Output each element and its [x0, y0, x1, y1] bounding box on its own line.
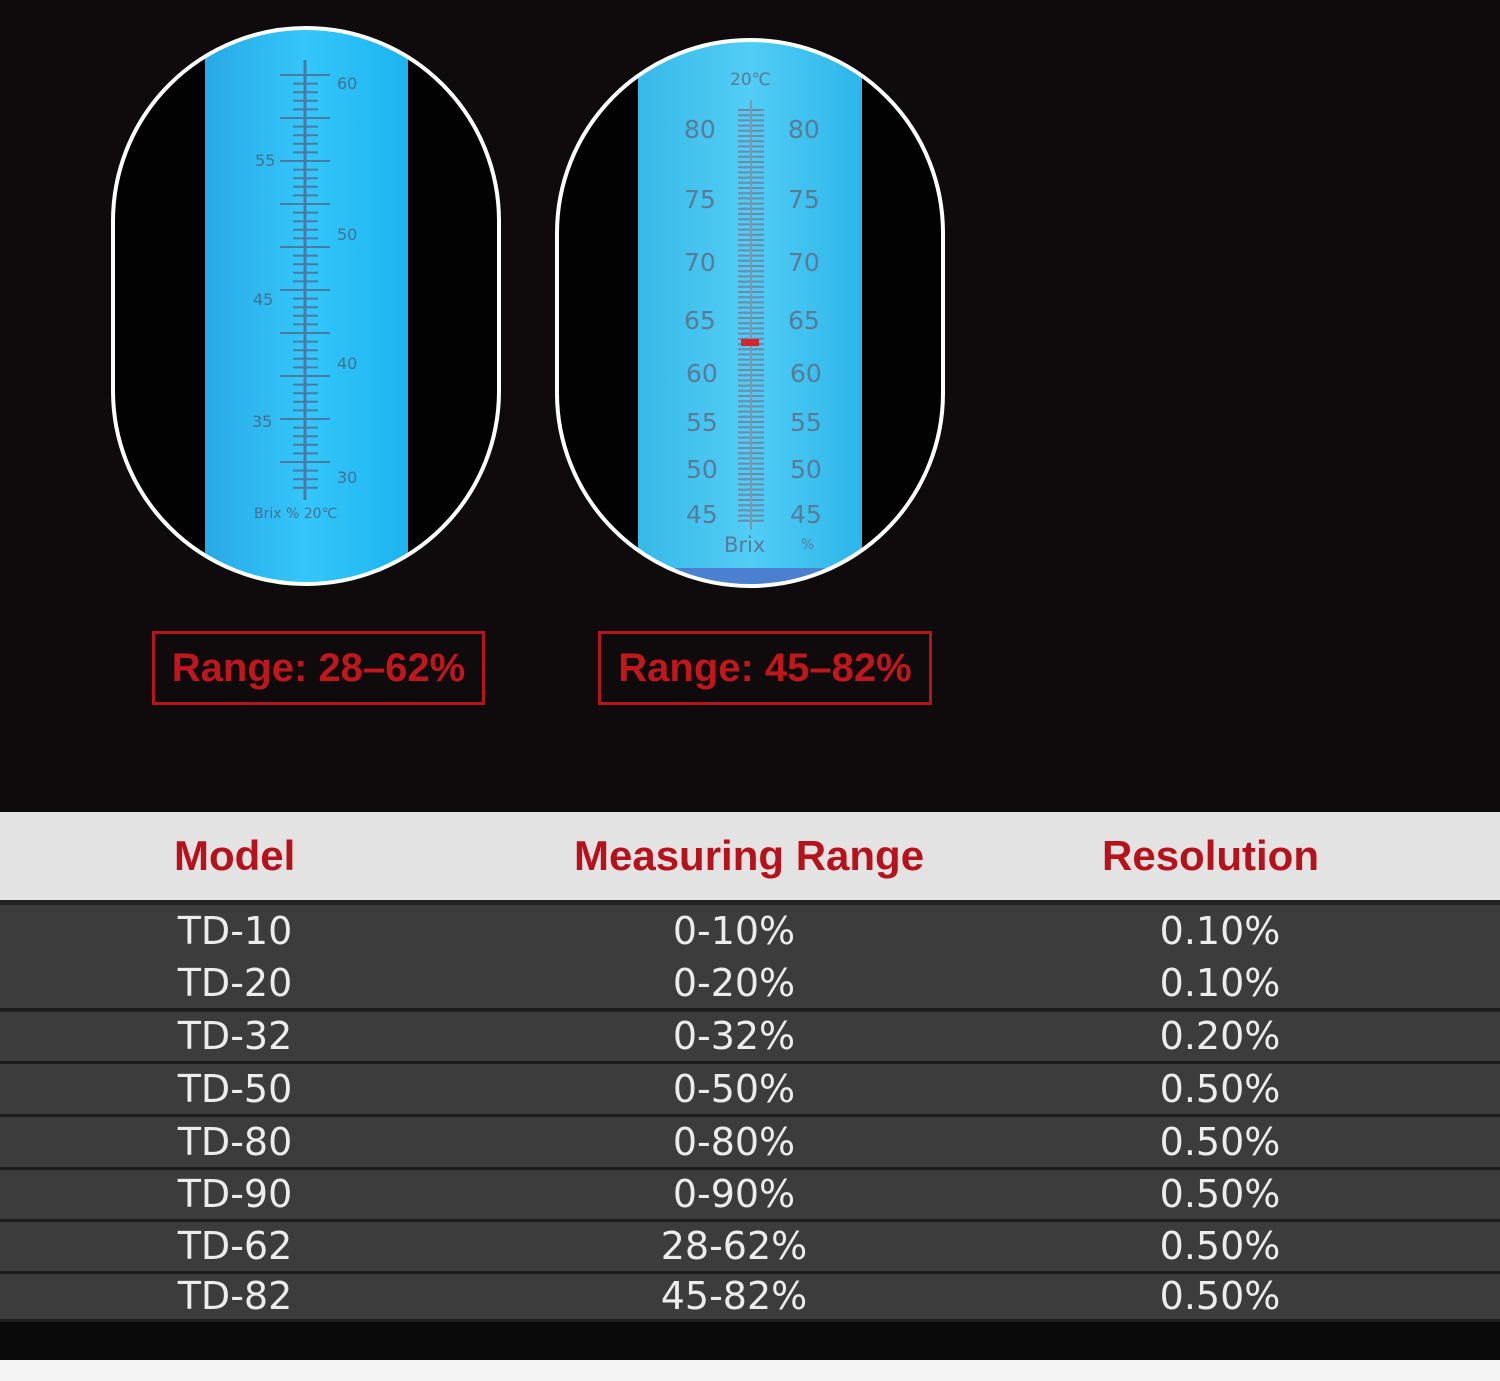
cell-model: TD-90 [177, 1172, 293, 1216]
refractometer-views: 60 50 40 30 55 45 35 Brix % 20℃ 20℃ 80 80… [111, 26, 945, 588]
cell-model: TD-10 [177, 909, 293, 953]
scale-caption: 20℃ [730, 70, 771, 90]
scale-label: 55 [790, 408, 822, 437]
scale-label: 40 [337, 354, 357, 373]
cell-model: TD-62 [177, 1224, 293, 1268]
cell-model: TD-50 [177, 1067, 293, 1111]
cell-measuring-range: 0-20% [672, 961, 796, 1005]
cell-resolution: 0.50% [1159, 1067, 1281, 1111]
scale-label: 60 [686, 359, 718, 388]
table-row: TD-20 0-20% 0.10% [0, 958, 1500, 1011]
table-footer [0, 1322, 1500, 1360]
table-row: TD-82 45-82% 0.50% [0, 1274, 1500, 1322]
scale-label: 80 [684, 115, 716, 144]
header-measuring-range: Measuring Range [574, 832, 925, 879]
scale-label: 45 [253, 290, 273, 309]
cell-resolution: 0.10% [1159, 909, 1281, 953]
scope-right: 20℃ 80 80 75 75 70 70 65 65 60 60 55 55 50 50 45 45 Bri… [555, 38, 945, 588]
header-resolution: Resolution [1102, 832, 1319, 879]
cell-measuring-range: 0-10% [672, 909, 796, 953]
table-header: Model Measuring Range Resolution [0, 812, 1500, 900]
cell-measuring-range: 45-82% [660, 1274, 808, 1318]
cell-resolution: 0.50% [1159, 1120, 1281, 1164]
scale-label: 80 [788, 115, 820, 144]
cell-measuring-range: 0-32% [672, 1014, 796, 1058]
bottom-strip [0, 1360, 1500, 1381]
cell-resolution: 0.50% [1159, 1172, 1281, 1216]
table-row: TD-90 0-90% 0.50% [0, 1170, 1500, 1222]
scale-label: 55 [255, 151, 275, 170]
cell-resolution: 0.50% [1159, 1224, 1281, 1268]
table-row: TD-32 0-32% 0.20% [0, 1012, 1500, 1064]
scale-label: 75 [684, 185, 716, 214]
scale-label: 70 [788, 248, 820, 277]
header-model: Model [174, 832, 296, 879]
scale-label: 60 [790, 359, 822, 388]
table-row: TD-62 28-62% 0.50% [0, 1222, 1500, 1274]
spec-table: TD-10 0-10% 0.10% TD-20 0-20% 0.10% TD-32 0-32%… [0, 900, 1500, 1360]
cell-resolution: 0.10% [1159, 961, 1281, 1005]
scale-label: 45 [686, 500, 718, 529]
cell-model: TD-20 [177, 961, 293, 1005]
cell-measuring-range: 0-80% [672, 1120, 796, 1164]
table-row: TD-80 0-80% 0.50% [0, 1117, 1500, 1170]
scale-caption: % [801, 537, 814, 553]
cell-measuring-range: 0-50% [672, 1067, 796, 1111]
scale-caption: Brix % 20℃ [254, 506, 337, 522]
cell-measuring-range: 0-90% [672, 1172, 796, 1216]
cell-model: TD-82 [177, 1274, 293, 1318]
cell-measuring-range: 28-62% [660, 1224, 808, 1268]
scale-label: 60 [337, 74, 357, 93]
scale-label: 50 [790, 455, 822, 484]
scale-label: 35 [252, 412, 272, 431]
reading-marker [741, 339, 759, 346]
scale-label: 75 [788, 185, 820, 214]
scale-label: 65 [684, 306, 716, 335]
scale-caption: Brix [724, 533, 765, 557]
scale-label: 50 [337, 225, 357, 244]
scope-left: 60 50 40 30 55 45 35 Brix % 20℃ [111, 26, 501, 586]
range-label-left: Range: 28–62% [152, 631, 485, 705]
scale-label: 30 [337, 468, 357, 487]
cell-model: TD-80 [177, 1120, 293, 1164]
range-label-right: Range: 45–82% [598, 631, 932, 705]
cell-resolution: 0.50% [1159, 1274, 1281, 1318]
scale-label: 55 [686, 408, 718, 437]
table-row: TD-50 0-50% 0.50% [0, 1064, 1500, 1117]
cell-model: TD-32 [177, 1014, 293, 1058]
scale-label: 70 [684, 248, 716, 277]
table-row: TD-10 0-10% 0.10% [0, 905, 1500, 961]
cell-resolution: 0.20% [1159, 1014, 1281, 1058]
scale-label: 45 [790, 500, 822, 529]
scale-label: 50 [686, 455, 718, 484]
scale-label: 65 [788, 306, 820, 335]
